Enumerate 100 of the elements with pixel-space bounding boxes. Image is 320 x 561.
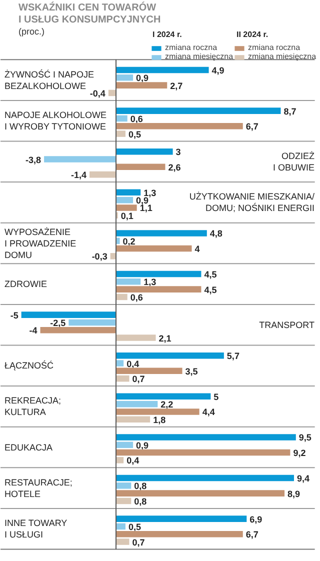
bar [116,74,134,81]
data-label: 9,4 [296,474,310,484]
data-label: 3 [176,147,181,158]
legend-label: zmiana roczna [248,43,300,52]
bar [116,108,281,114]
bar [40,326,116,334]
data-label: -3,8 [26,154,42,165]
data-label: 1,3 [144,188,156,198]
bar [116,360,124,366]
data-label: 9,2 [293,448,306,458]
data-label: 0,9 [136,73,149,84]
bar [116,245,192,252]
data-label: 2,6 [168,162,181,172]
bar [116,238,120,244]
y-tick-label: REKREACJA; KULTURA [4,396,62,418]
data-label: 4,8 [210,228,222,239]
data-label: 0,8 [134,481,147,492]
data-label: 0,6 [130,114,143,124]
bar [116,375,130,382]
data-label: 0,9 [136,196,149,206]
bar [116,416,150,422]
bar [116,230,207,236]
y-tick-label: ZDROWIE [4,279,47,290]
data-label: 2,2 [160,400,174,410]
bar [68,319,116,326]
data-label: 0,4 [126,456,140,466]
data-label: 4 [194,244,200,254]
bar [116,130,126,137]
data-label: 0,5 [128,522,141,532]
data-label: 8,7 [284,106,296,116]
bar [116,352,224,359]
chart-subtitle: (proc.) [18,26,45,36]
bar [116,115,128,122]
data-label: 2,1 [158,333,172,344]
data-label: 5 [214,392,219,402]
bar [116,189,141,196]
data-label: -4 [29,326,38,336]
bar [116,523,126,530]
data-label: 0,6 [130,292,143,302]
y-tick-label: ŻYWNOŚĆ I NAPOJE BEZALKOHOLOWE [4,68,94,91]
y-tick-label: WYPOSAŻENIE I PROWADZENIE DOMU [4,226,76,260]
text: I 2024 r. [152,30,182,39]
data-label: 4,4 [202,407,215,418]
bar [116,442,134,448]
bar [116,334,156,341]
data-label: 6,7 [246,530,258,540]
bar [116,490,285,496]
y-tick-label: TRANSPORT [259,320,315,330]
data-label: -2,5 [50,318,66,328]
bar [116,393,211,400]
data-label: -5 [10,310,18,320]
data-label: 4,5 [204,270,217,280]
data-label: 1,8 [153,414,166,425]
data-label: -0,3 [92,252,108,262]
bar [89,171,116,178]
data-label: 4,5 [204,284,217,295]
bar [116,400,158,408]
data-label: 1,1 [140,203,152,214]
bar [116,164,166,170]
y-tick-label: ŁĄCZNOŚĆ [4,360,54,371]
data-label: 6,9 [250,514,262,524]
bar [116,538,130,545]
legend-label: zmiana miesięczna [248,52,316,61]
data-label: 6,7 [246,122,258,132]
data-label: 0,8 [134,496,147,506]
data-label: 4,9 [212,66,224,76]
bar [116,498,132,504]
bar [116,482,132,489]
bar [116,368,182,374]
bar [116,196,134,204]
data-label: -1,4 [70,170,86,180]
data-label: 3,5 [185,366,198,376]
data-label: 8,9 [288,488,300,499]
bar [21,312,116,318]
bar [116,82,168,88]
bar [116,434,296,440]
bar [116,286,202,292]
bar [116,270,202,278]
data-label: 0,7 [132,537,145,548]
y-tick-label: UŻYTKOWANIE MIESZKANIA/ DOMU; NOŚNIKI ENERGII [189,192,315,214]
data-label: 0,4 [126,358,140,369]
bar [110,253,116,260]
data-label: 0,9 [136,440,149,450]
data-label: 0,5 [128,129,141,140]
data-label: 0,1 [120,210,134,221]
bar [116,457,124,464]
bar [116,449,290,456]
data-label: 1,3 [144,277,156,288]
data-label: 0,7 [132,374,145,384]
y-tick-label: RESTAURACJE; HOTELE [4,477,72,499]
chart-title: WSKAŹNIKI CEN TOWARÓW I USŁUG KONSUMPCYJNYCH [18,2,161,26]
bar [116,148,173,155]
data-label: 0,2 [122,236,136,246]
legend-label: zmiana roczna [165,43,218,52]
y-tick-label: ODZIEŻ I OBUWIE [273,150,315,172]
bar [116,474,294,482]
text: II 2024 r. [236,30,268,39]
bar [116,278,141,285]
data-label: 5,7 [226,351,240,362]
bar [116,66,209,74]
